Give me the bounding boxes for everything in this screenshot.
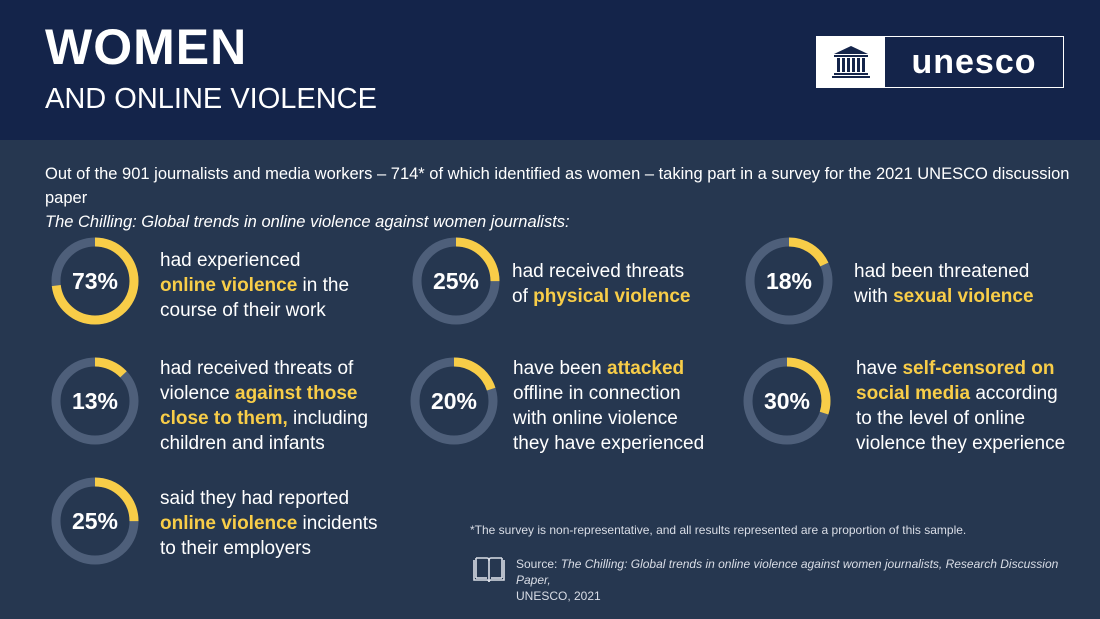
stat-highlight: online violence bbox=[160, 275, 298, 296]
stat-description: had received threats of violence against… bbox=[160, 356, 368, 456]
stat-highlight: self-censored on bbox=[902, 358, 1055, 379]
stat-text: including bbox=[287, 408, 369, 429]
stat-text-line: to their employers bbox=[160, 538, 312, 559]
stat-text-line: had received threats bbox=[512, 261, 685, 282]
stat-percent: 25% bbox=[71, 507, 119, 534]
stat-percent: 73% bbox=[71, 267, 119, 294]
stat-text: according bbox=[970, 383, 1058, 404]
stat-text-line: have been attacked bbox=[513, 356, 704, 381]
stat-text: in the bbox=[297, 275, 350, 296]
stat-text-line: with online violence bbox=[513, 408, 678, 429]
stat-text-line: had been threatened bbox=[854, 261, 1030, 282]
donut-arc bbox=[51, 237, 139, 325]
donut-chart: 13% bbox=[50, 356, 140, 446]
stat-text: have been bbox=[513, 358, 608, 379]
stat-text: violence bbox=[160, 383, 235, 404]
stat-text-line: close to them, including bbox=[160, 406, 368, 431]
unesco-wordmark: unesco bbox=[911, 42, 1037, 81]
page-subtitle: AND ONLINE VIOLENCE bbox=[45, 83, 377, 115]
stat-text-line: had experienced bbox=[160, 250, 301, 271]
stat-text-line: violence against those bbox=[160, 381, 368, 406]
donut-chart: 25% bbox=[50, 476, 140, 566]
stat-percent: 18% bbox=[765, 267, 813, 294]
stat-description: have been attacked offline in connection… bbox=[513, 356, 704, 456]
source-title: The Chilling: Global trends in online vi… bbox=[516, 557, 1059, 587]
stat-text-line: said they had reported bbox=[160, 488, 350, 509]
stat-highlight: online violence bbox=[160, 513, 298, 534]
stat-description: had experienced online violence in the c… bbox=[160, 248, 349, 323]
stat-description: have self-censored on social media accor… bbox=[856, 356, 1065, 456]
stat-text-line: online violence incidents bbox=[160, 511, 378, 536]
survey-footnote: *The survey is non-representative, and a… bbox=[470, 523, 967, 537]
source-citation: Source: The Chilling: Global trends in o… bbox=[472, 556, 1072, 604]
stat-text-line: violence they experience bbox=[856, 433, 1066, 454]
stat-highlight: close to them, bbox=[160, 408, 288, 429]
stat-percent: 30% bbox=[763, 387, 811, 414]
stat-text-line: to the level of online bbox=[856, 408, 1026, 429]
donut-chart: 73% bbox=[50, 236, 140, 326]
donut-arc bbox=[412, 237, 500, 325]
book-icon bbox=[473, 557, 505, 583]
source-publisher: UNESCO, 2021 bbox=[516, 589, 601, 603]
stat-percent: 13% bbox=[71, 387, 119, 414]
intro-line-2: The Chilling: Global trends in online vi… bbox=[45, 213, 570, 231]
donut-arc bbox=[51, 357, 139, 445]
stat-description: had been threatened with sexual violence bbox=[854, 259, 1034, 309]
stat-text: incidents bbox=[297, 513, 378, 534]
stat-description: had received threats of physical violenc… bbox=[512, 259, 690, 309]
donut-arc bbox=[745, 237, 833, 325]
stat-text: have bbox=[856, 358, 903, 379]
donut-chart: 20% bbox=[409, 356, 499, 446]
stat-text-line: they have experienced bbox=[513, 433, 705, 454]
donut-chart: 25% bbox=[411, 236, 501, 326]
donut-arc bbox=[51, 477, 139, 565]
intro-line-1: Out of the 901 journalists and media wor… bbox=[45, 165, 1070, 207]
stat-highlight: against those bbox=[235, 383, 358, 404]
stat-text-line: course of their work bbox=[160, 300, 326, 321]
stat-highlight: sexual violence bbox=[893, 286, 1034, 307]
stat-percent: 25% bbox=[432, 267, 480, 294]
stat-text-line: social media according bbox=[856, 381, 1065, 406]
source-label: Source: bbox=[516, 557, 561, 571]
donut-chart: 18% bbox=[744, 236, 834, 326]
donut-arc bbox=[410, 357, 498, 445]
stat-highlight: social media bbox=[856, 383, 971, 404]
stat-text-line: online violence in the bbox=[160, 273, 349, 298]
donut-arc bbox=[743, 357, 831, 445]
unesco-temple-icon bbox=[817, 37, 885, 87]
stat-text: with bbox=[854, 286, 894, 307]
stat-percent: 20% bbox=[430, 387, 478, 414]
stat-description: said they had reported online violence i… bbox=[160, 486, 378, 561]
page-title: WOMEN bbox=[45, 19, 248, 75]
stat-text: of bbox=[512, 286, 534, 307]
donut-chart: 30% bbox=[742, 356, 832, 446]
stat-text-line: had received threats of bbox=[160, 358, 354, 379]
stat-text-line: with sexual violence bbox=[854, 284, 1034, 309]
stat-text-line: offline in connection bbox=[513, 383, 681, 404]
stat-text-line: of physical violence bbox=[512, 284, 690, 309]
stat-text-line: have self-censored on bbox=[856, 356, 1065, 381]
source-text: Source: The Chilling: Global trends in o… bbox=[516, 556, 1072, 604]
intro-text: Out of the 901 journalists and media wor… bbox=[45, 162, 1075, 234]
header-banner: WOMEN AND ONLINE VIOLENCE unesco bbox=[0, 0, 1100, 140]
stat-highlight: physical violence bbox=[533, 286, 691, 307]
stat-text-line: children and infants bbox=[160, 433, 325, 454]
stat-highlight: attacked bbox=[607, 358, 685, 379]
unesco-logo: unesco bbox=[816, 36, 1064, 88]
